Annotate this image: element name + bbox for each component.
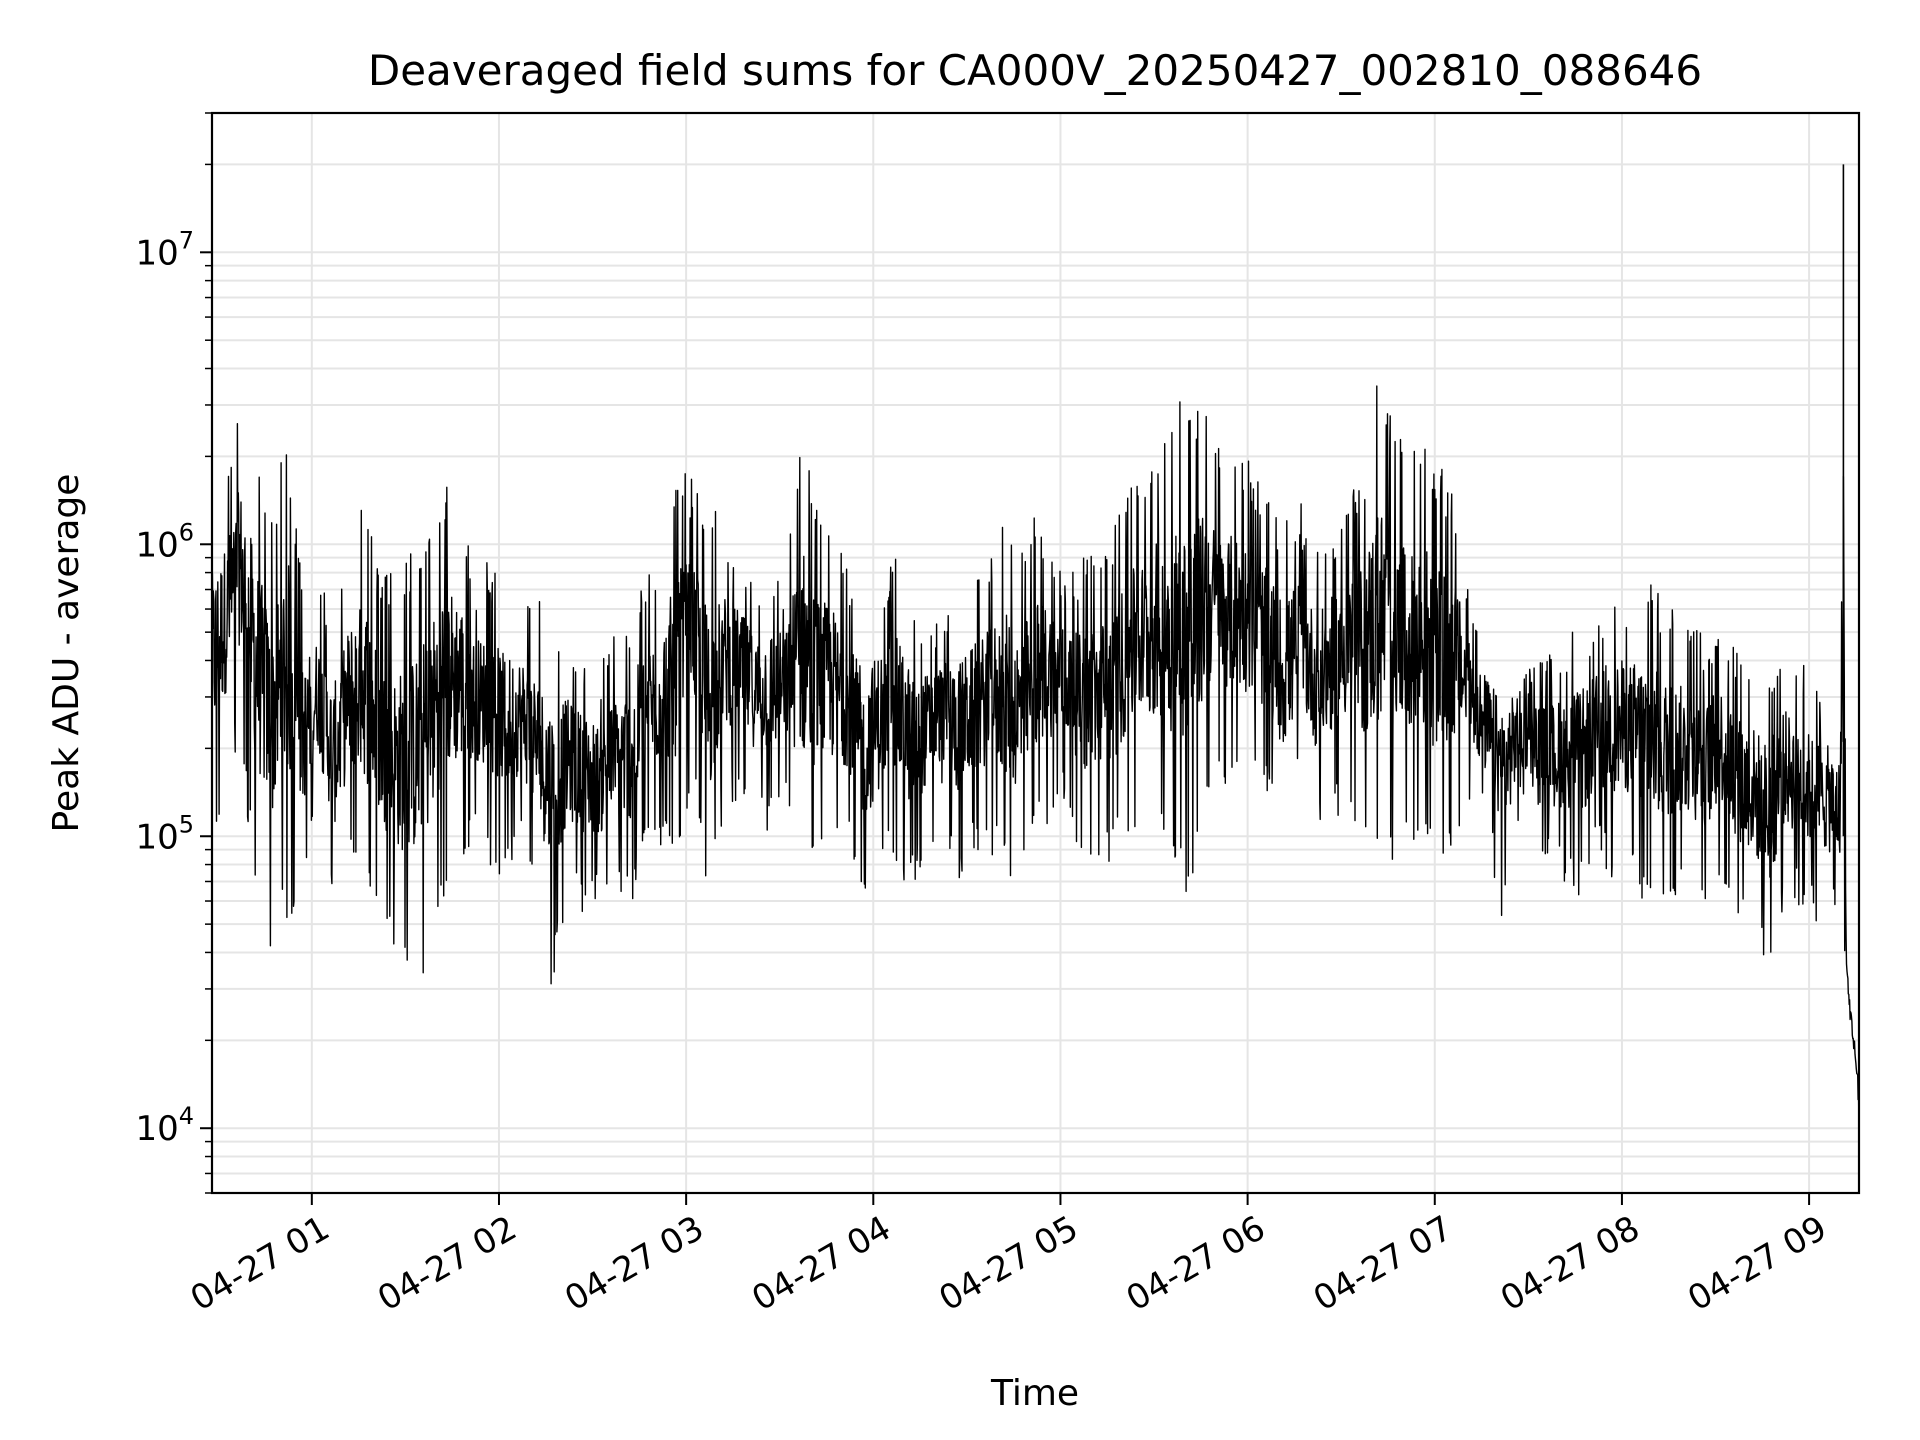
series-line [211, 164, 1860, 1142]
y-tick-label: 107 [135, 226, 194, 273]
chart-title: Deaveraged field sums for CA000V_2025042… [368, 46, 1702, 95]
series-path [211, 385, 1860, 1142]
y-axis: 104 105 106 107 [135, 112, 212, 1194]
x-axis-label: Time [990, 1373, 1079, 1414]
y-tick-label: 106 [135, 518, 194, 565]
plot-frame [210, 111, 1861, 1195]
y-tick-label: 104 [135, 1102, 194, 1149]
y-tick-label: 105 [135, 810, 194, 857]
y-axis-label: Peak ADU - average [46, 474, 87, 833]
